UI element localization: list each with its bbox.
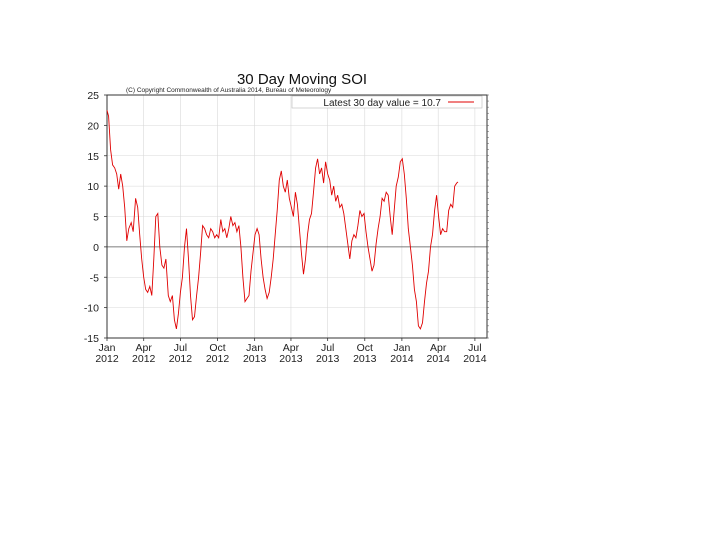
x-tick-month: Apr (136, 342, 153, 354)
series-line (106, 110, 459, 330)
x-tick-year: 2014 (390, 353, 414, 365)
y-tick-label: 5 (93, 212, 99, 224)
legend: Latest 30 day value = 10.7 (291, 95, 483, 109)
y-tick-label: 20 (87, 120, 99, 132)
y-tick-label: -5 (90, 272, 99, 284)
x-tick-month: Oct (209, 342, 225, 354)
x-tick-month: Apr (430, 342, 447, 354)
y-tick-label: 15 (87, 151, 99, 163)
grid (106, 94, 487, 339)
copyright-text: (C) Copyright Commonwealth of Australia … (126, 87, 332, 94)
y-tick-label: 10 (87, 181, 99, 193)
y-tick-label: 0 (93, 242, 99, 254)
y-axis-ticks: 25 20 15 10 5 0 -5 -10 -15 (84, 90, 489, 345)
chart-title: 30 Day Moving SOI (237, 71, 367, 88)
x-tick-year: 2013 (353, 353, 377, 365)
legend-box (291, 95, 483, 109)
x-tick-year: 2013 (279, 353, 303, 365)
x-tick-year: 2012 (169, 353, 193, 365)
x-tick-year: 2013 (243, 353, 267, 365)
y-tick-label: -10 (84, 303, 99, 315)
x-tick-month: Jan (246, 342, 263, 354)
x-axis-ticks: Jan2012Apr2012Jul2012Oct2012Jan2013Apr20… (95, 338, 487, 365)
x-tick-month: Jul (468, 342, 481, 354)
x-tick-year: 2012 (95, 353, 119, 365)
y-tick-label: 25 (87, 90, 99, 102)
x-tick-month: Jul (321, 342, 334, 354)
x-tick-month: Jan (99, 342, 116, 354)
x-tick-month: Oct (357, 342, 373, 354)
x-tick-month: Jan (393, 342, 410, 354)
x-tick-year: 2013 (316, 353, 340, 365)
y-tick-label: -15 (84, 333, 99, 345)
x-tick-year: 2012 (206, 353, 230, 365)
x-tick-year: 2014 (463, 353, 487, 365)
legend-label: Latest 30 day value = 10.7 (323, 98, 441, 109)
x-tick-month: Apr (283, 342, 300, 354)
x-tick-year: 2014 (427, 353, 451, 365)
x-tick-year: 2012 (132, 353, 156, 365)
x-tick-month: Jul (174, 342, 187, 354)
